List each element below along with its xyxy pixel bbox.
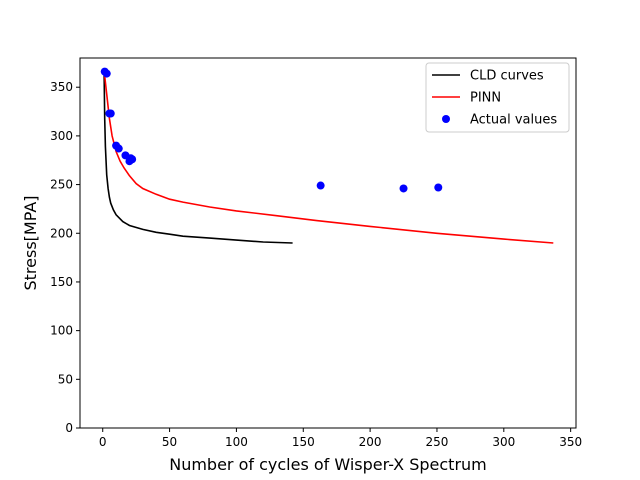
actual-values-point bbox=[399, 184, 408, 193]
y-tick-label: 200 bbox=[50, 226, 73, 240]
actual-values-point bbox=[114, 144, 123, 153]
y-tick-label: 300 bbox=[50, 129, 73, 143]
actual-values-point bbox=[316, 181, 325, 190]
pinn-line bbox=[103, 70, 554, 244]
series-layer bbox=[100, 67, 554, 244]
legend-label-cld-curves: CLD curves bbox=[470, 69, 544, 84]
x-axis-label: Number of cycles of Wisper-X Spectrum bbox=[169, 455, 487, 474]
x-tick-label: 250 bbox=[426, 435, 449, 449]
x-tick-label: 200 bbox=[359, 435, 382, 449]
actual-values-point bbox=[102, 69, 111, 78]
y-tick-label: 0 bbox=[65, 421, 73, 435]
plot-frame bbox=[79, 57, 577, 429]
y-tick-label: 100 bbox=[50, 324, 73, 338]
legend: CLD curves PINN Actual values bbox=[425, 62, 570, 133]
x-tick-label: 100 bbox=[225, 435, 248, 449]
y-tick-label: 50 bbox=[58, 372, 73, 386]
x-tick-label: 50 bbox=[162, 435, 177, 449]
x-tick-label: 0 bbox=[99, 435, 107, 449]
y-tick-label: 350 bbox=[50, 80, 73, 94]
actual-values-point bbox=[434, 183, 443, 192]
x-tick-label: 350 bbox=[559, 435, 582, 449]
legend-box bbox=[425, 62, 570, 133]
y-axis-label: Stress[MPA] bbox=[21, 195, 40, 290]
actual-values-point bbox=[126, 154, 135, 163]
y-tick-label: 250 bbox=[50, 178, 73, 192]
legend-label-actual-values: Actual values bbox=[470, 113, 557, 128]
cld-curves-line bbox=[103, 72, 293, 244]
legend-label-pinn: PINN bbox=[470, 91, 501, 106]
legend-swatch-actual-values bbox=[442, 115, 450, 123]
ticks-layer: 0 50 100 150 200 250 300 350 0 50 100 150 200 250 300 3… bbox=[50, 80, 582, 449]
actual-values-point bbox=[106, 109, 115, 118]
y-tick-label: 150 bbox=[50, 275, 73, 289]
x-tick-label: 150 bbox=[292, 435, 315, 449]
x-tick-label: 300 bbox=[492, 435, 515, 449]
